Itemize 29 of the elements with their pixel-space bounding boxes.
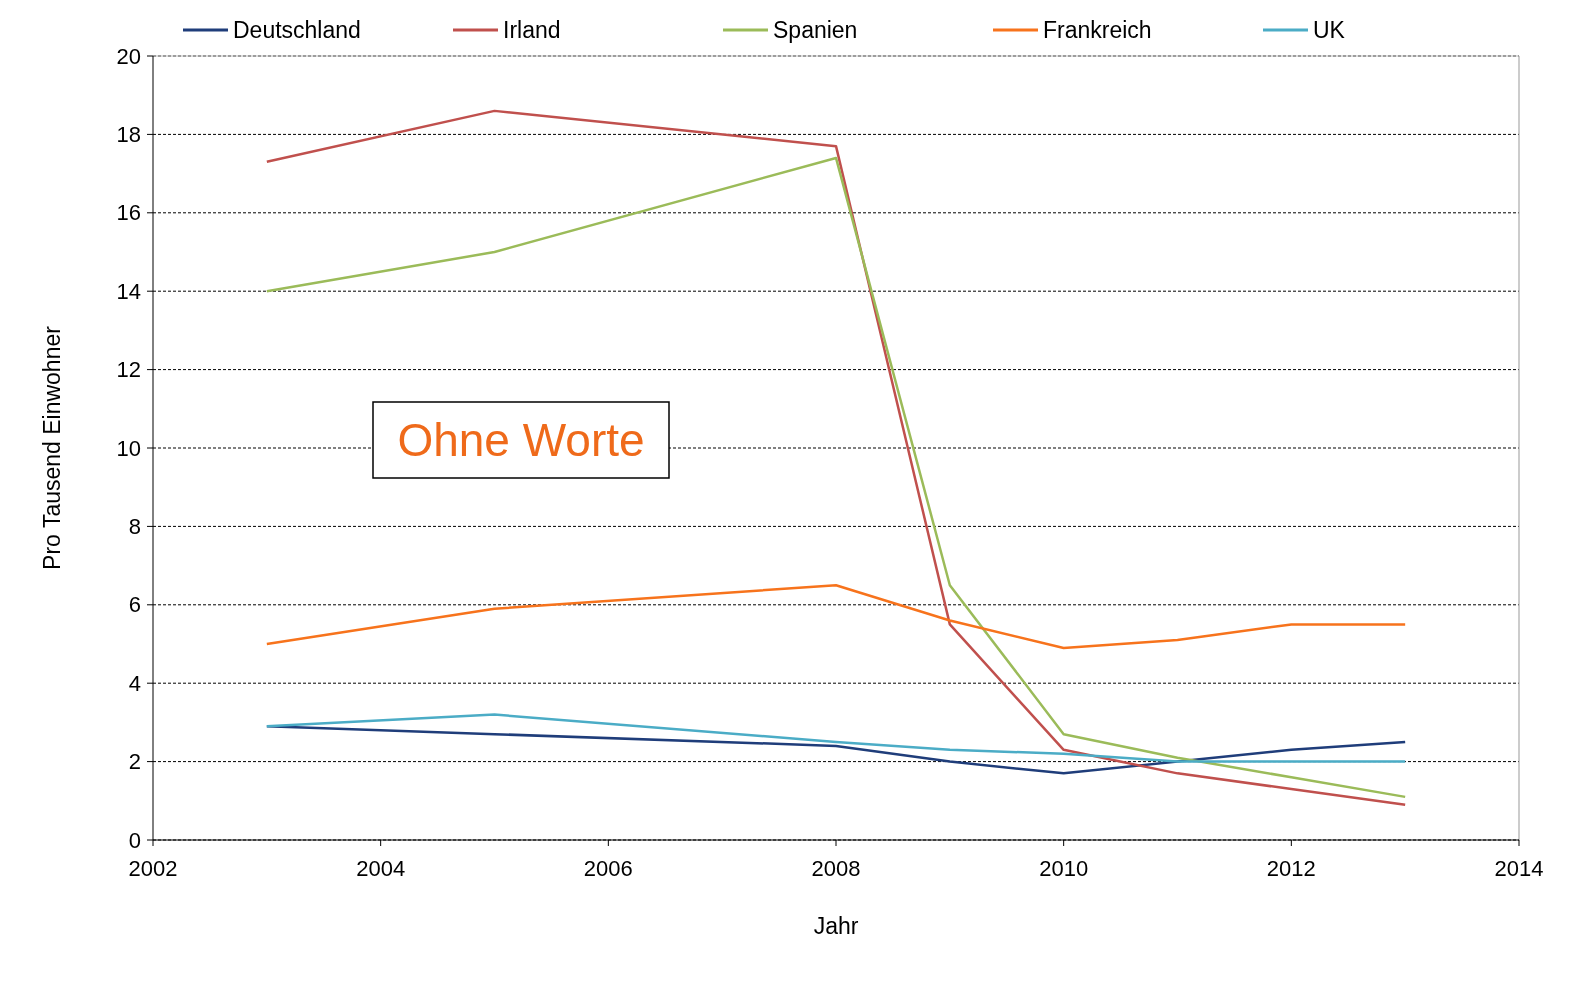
y-axis-title: Pro Tausend Einwohner: [39, 325, 65, 570]
y-tick-label: 8: [128, 513, 141, 539]
y-tick-label: 2: [128, 749, 141, 775]
line-series: [265, 713, 1407, 763]
y-tick-label: 20: [116, 43, 141, 69]
x-axis-title: Jahr: [813, 913, 859, 939]
legend-label: Frankreich: [1043, 17, 1152, 43]
legend-label: Spanien: [773, 17, 858, 43]
x-tick-label: 2012: [1266, 856, 1316, 881]
y-tick-label: 14: [116, 278, 141, 304]
y-tick-label: 18: [116, 121, 141, 147]
legend-label: UK: [1313, 17, 1346, 43]
x-tick-label: 2008: [811, 856, 861, 881]
x-tick-label: 2010: [1039, 856, 1089, 881]
line-series: [265, 725, 1407, 775]
y-tick-label: 6: [128, 592, 141, 618]
x-tick-label: 2006: [583, 856, 633, 881]
legend-label: Irland: [503, 17, 561, 43]
y-tick-label: 10: [116, 435, 141, 461]
x-tick-label: 2002: [128, 856, 178, 881]
y-tick-label: 4: [128, 670, 141, 696]
line-series: [265, 583, 1407, 650]
annotation: Ohne Worte: [397, 414, 645, 466]
y-tick-label: 12: [116, 357, 141, 383]
legend-label: Deutschland: [233, 17, 361, 43]
x-tick-label: 2004: [356, 856, 406, 881]
y-tick-label: 16: [116, 200, 141, 226]
x-tick-label: 2014: [1494, 856, 1544, 881]
y-tick-label: 0: [128, 827, 141, 853]
